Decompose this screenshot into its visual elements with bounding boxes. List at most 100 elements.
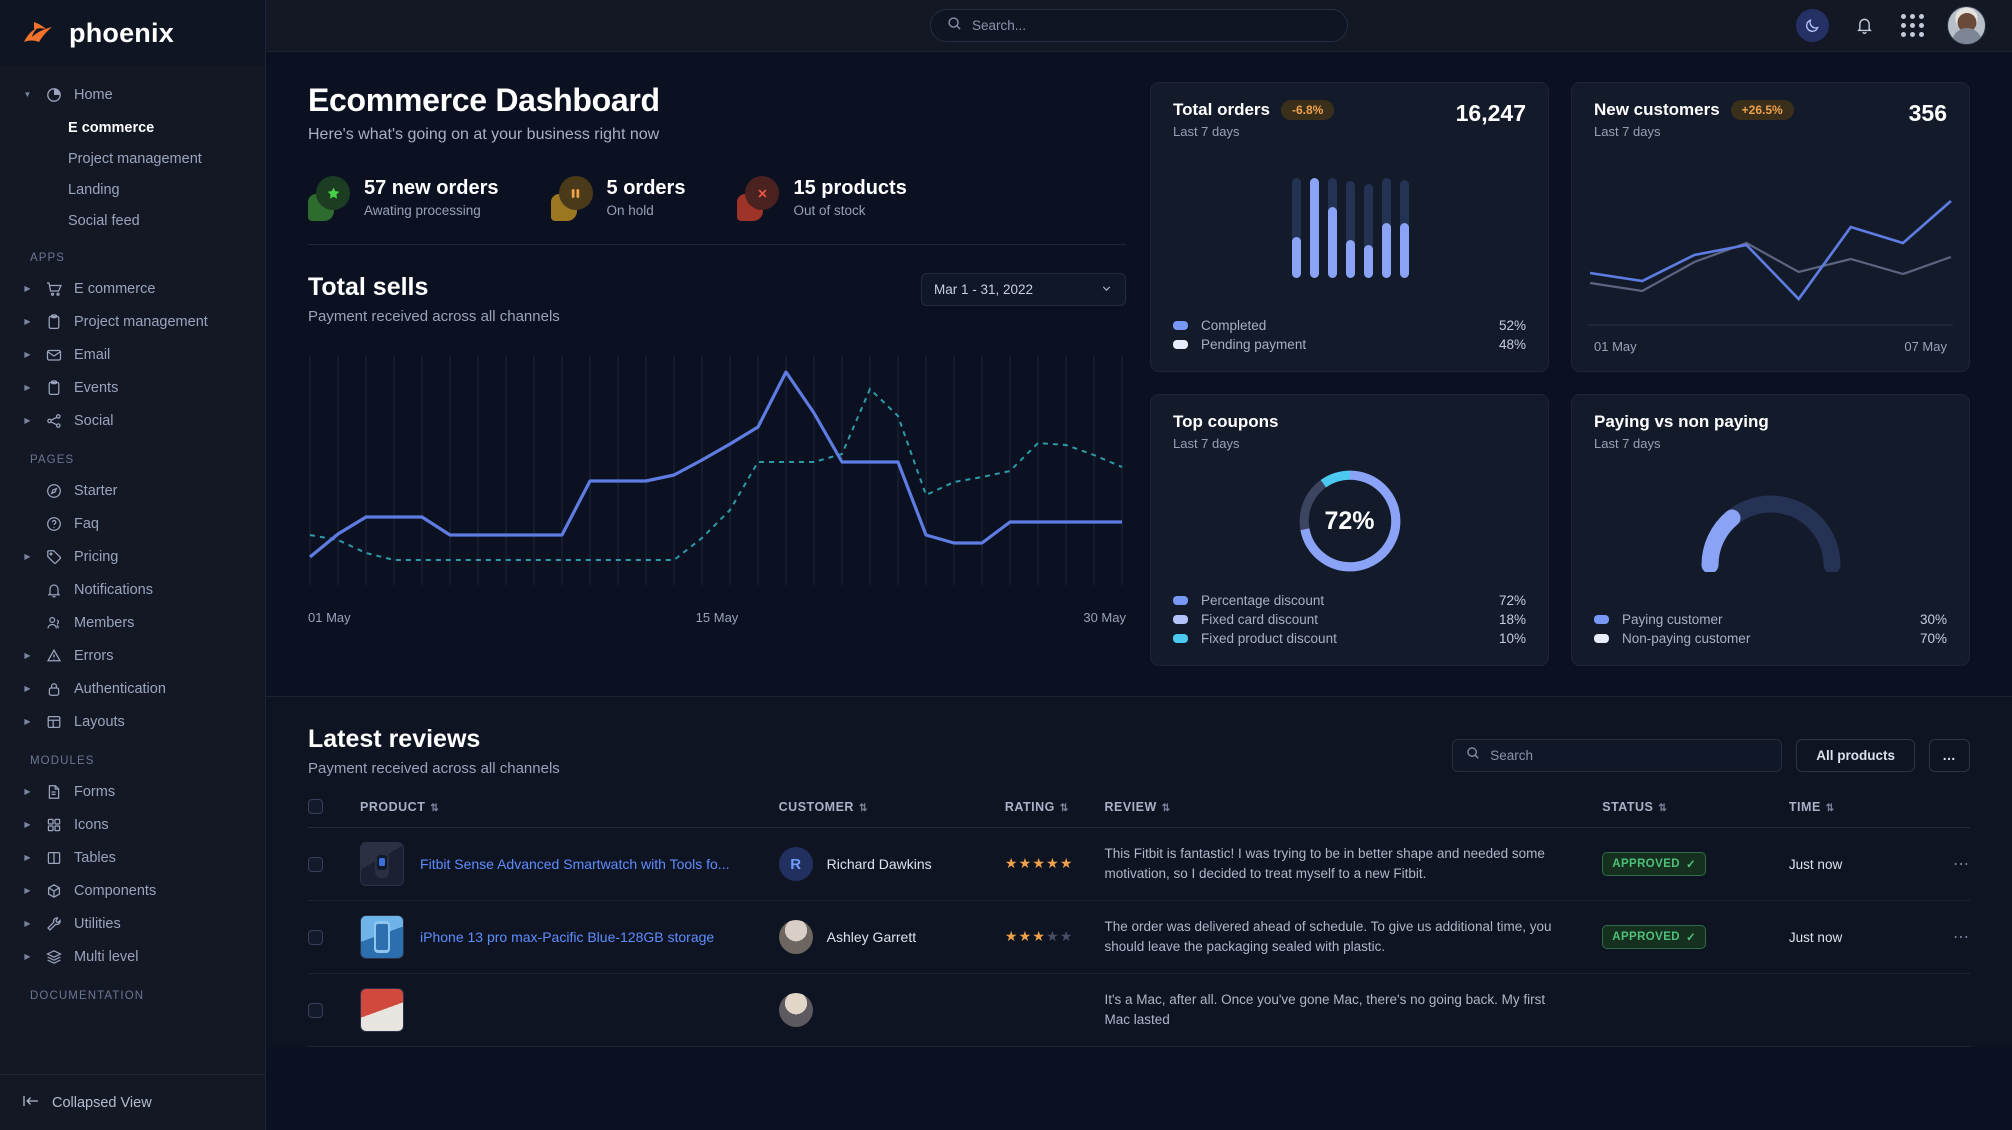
sidebar-item-home[interactable]: ▼ Home bbox=[0, 79, 265, 111]
sidebar-item-apps-ecommerce[interactable]: ▶ E commerce bbox=[0, 273, 265, 305]
stat-out-of-stock[interactable]: 15 products Out of stock bbox=[737, 176, 907, 221]
notifications-bell-icon[interactable] bbox=[1851, 13, 1877, 39]
sort-icon[interactable]: ⇅ bbox=[430, 802, 439, 814]
sidebar-item-members[interactable]: Members bbox=[0, 607, 265, 639]
sidebar-item-components[interactable]: ▶ Components bbox=[0, 875, 265, 907]
card-new-customers: New customers +26.5% Last 7 days 356 bbox=[1571, 82, 1970, 372]
total-sells-axis-labels: 01 May 15 May 30 May bbox=[308, 610, 1126, 625]
row-actions-button[interactable] bbox=[1913, 973, 1970, 1047]
sort-icon[interactable]: ⇅ bbox=[1658, 802, 1667, 814]
column-header-product[interactable]: PRODUCT ⇅ bbox=[360, 799, 779, 828]
sidebar-item-errors[interactable]: ▶ Errors bbox=[0, 640, 265, 672]
global-search[interactable] bbox=[930, 9, 1348, 42]
chevron-right-icon[interactable]: ▶ bbox=[24, 820, 31, 829]
sidebar-item-label: Tables bbox=[74, 850, 116, 866]
sidebar-item-email[interactable]: ▶ Email bbox=[0, 339, 265, 371]
row-checkbox[interactable] bbox=[308, 929, 323, 945]
chevron-right-icon[interactable]: ▶ bbox=[24, 284, 31, 293]
chevron-right-icon[interactable]: ▶ bbox=[24, 552, 31, 561]
sidebar-item-pricing[interactable]: ▶ Pricing bbox=[0, 541, 265, 573]
reviews-search-input[interactable] bbox=[1490, 748, 1769, 763]
chevron-right-icon[interactable]: ▶ bbox=[24, 416, 31, 425]
reviews-search[interactable] bbox=[1452, 739, 1783, 772]
row-checkbox[interactable] bbox=[308, 1002, 323, 1018]
sidebar-item-events[interactable]: ▶ Events bbox=[0, 372, 265, 404]
sidebar-item-icons[interactable]: ▶ Icons bbox=[0, 809, 265, 841]
chevron-right-icon[interactable]: ▶ bbox=[24, 383, 31, 392]
sidebar-item-authentication[interactable]: ▶ Authentication bbox=[0, 673, 265, 705]
date-range-select[interactable]: Mar 1 - 31, 2022 bbox=[921, 273, 1126, 306]
chevron-right-icon[interactable]: ▶ bbox=[24, 952, 31, 961]
cube-icon bbox=[44, 883, 63, 899]
all-products-button[interactable]: All products bbox=[1796, 739, 1915, 772]
user-avatar[interactable] bbox=[1947, 6, 1986, 45]
chevron-down-icon[interactable]: ▼ bbox=[23, 90, 32, 99]
stat-new-orders[interactable]: 57 new orders Awating processing bbox=[308, 176, 499, 221]
sidebar-item-label: Pricing bbox=[74, 549, 119, 565]
product-link[interactable]: Fitbit Sense Advanced Smartwatch with To… bbox=[420, 856, 730, 872]
grid-squares-icon bbox=[44, 817, 63, 833]
sidebar-item-social-feed[interactable]: Social feed bbox=[68, 212, 140, 229]
sidebar-item-forms[interactable]: ▶ Forms bbox=[0, 776, 265, 808]
sidebar-item-starter[interactable]: Starter bbox=[0, 475, 265, 507]
donut-svg bbox=[1299, 470, 1400, 572]
status-label: APPROVED bbox=[1612, 858, 1680, 870]
column-header-time[interactable]: TIME ⇅ bbox=[1788, 799, 1914, 828]
table-row[interactable]: Fitbit Sense Advanced Smartwatch with To… bbox=[308, 827, 1970, 901]
stat-title: 57 new orders bbox=[364, 176, 499, 199]
sort-icon[interactable]: ⇅ bbox=[1161, 802, 1171, 814]
chevron-right-icon[interactable]: ▶ bbox=[24, 350, 31, 359]
layers-icon bbox=[44, 949, 63, 965]
chevron-right-icon[interactable]: ▶ bbox=[24, 651, 31, 660]
nine-dot-grid-icon[interactable] bbox=[1899, 13, 1925, 39]
product-thumbnail bbox=[360, 842, 405, 886]
sort-icon[interactable]: ⇅ bbox=[1825, 802, 1835, 814]
sidebar-item-apps-project-management[interactable]: ▶ Project management bbox=[0, 306, 265, 338]
chevron-right-icon[interactable]: ▶ bbox=[24, 317, 31, 326]
table-row[interactable]: iPhone 13 pro max-Pacific Blue-128GB sto… bbox=[308, 900, 1970, 974]
column-header-status[interactable]: STATUS ⇅ bbox=[1602, 799, 1789, 828]
chevron-right-icon[interactable]: ▶ bbox=[24, 853, 31, 862]
latest-reviews-title: Latest reviews bbox=[308, 725, 481, 753]
sidebar-item-utilities[interactable]: ▶ Utilities bbox=[0, 908, 265, 940]
sidebar-item-faq[interactable]: Faq bbox=[0, 508, 265, 540]
chevron-right-icon[interactable]: ▶ bbox=[24, 919, 31, 928]
sort-icon[interactable]: ⇅ bbox=[858, 802, 868, 814]
sidebar-item-label: Multi level bbox=[74, 949, 139, 965]
product-link[interactable]: iPhone 13 pro max-Pacific Blue-128GB sto… bbox=[420, 929, 715, 945]
theme-toggle-button[interactable] bbox=[1796, 9, 1829, 42]
chevron-right-icon[interactable]: ▶ bbox=[24, 717, 31, 726]
row-checkbox[interactable] bbox=[308, 856, 323, 872]
chevron-right-icon[interactable]: ▶ bbox=[24, 684, 31, 693]
legend-label: Non-paying customer bbox=[1622, 631, 1751, 646]
sidebar-item-tables[interactable]: ▶ Tables bbox=[0, 842, 265, 874]
column-header-rating[interactable]: RATING ⇅ bbox=[1004, 799, 1105, 828]
sidebar-item-notifications[interactable]: Notifications bbox=[0, 574, 265, 606]
sidebar-item-social[interactable]: ▶ Social bbox=[0, 405, 265, 437]
sidebar-group-pages: PAGES bbox=[30, 454, 75, 466]
more-options-button[interactable]: … bbox=[1929, 739, 1970, 772]
column-header-customer[interactable]: CUSTOMER ⇅ bbox=[778, 799, 1005, 828]
brand[interactable]: phoenix bbox=[0, 0, 265, 66]
time-cell bbox=[1788, 973, 1914, 1047]
sidebar-item-multi-level[interactable]: ▶ Multi level bbox=[0, 941, 265, 973]
columns-icon bbox=[44, 850, 63, 866]
row-actions-button[interactable]: ⋯ bbox=[1913, 900, 1970, 974]
sidebar-item-layouts[interactable]: ▶ Layouts bbox=[0, 706, 265, 738]
sidebar-item-project-management[interactable]: Project management bbox=[68, 150, 202, 167]
sidebar-item-landing[interactable]: Landing bbox=[68, 181, 120, 198]
rating-cell: ★★★★★ bbox=[1004, 827, 1105, 901]
table-row[interactable]: It's a Mac, after all. Once you've gone … bbox=[308, 973, 1970, 1047]
sidebar-collapse-toggle[interactable]: Collapsed View bbox=[0, 1074, 265, 1130]
sidebar-item-e-commerce[interactable]: E commerce bbox=[68, 119, 155, 136]
total-sells-subtitle: Payment received across all channels bbox=[308, 308, 560, 325]
chevron-right-icon[interactable]: ▶ bbox=[24, 886, 31, 895]
search-input[interactable] bbox=[972, 18, 1331, 33]
select-all-checkbox[interactable] bbox=[308, 799, 323, 814]
column-header-review[interactable]: REVIEW ⇅ bbox=[1104, 799, 1603, 828]
chevron-right-icon[interactable]: ▶ bbox=[24, 787, 31, 796]
row-actions-button[interactable]: ⋯ bbox=[1913, 827, 1970, 901]
dashboard-top-section: Ecommerce Dashboard Here's what's going … bbox=[266, 52, 2012, 666]
sort-icon[interactable]: ⇅ bbox=[1059, 802, 1069, 814]
stat-on-hold[interactable]: 5 orders On hold bbox=[550, 176, 685, 221]
